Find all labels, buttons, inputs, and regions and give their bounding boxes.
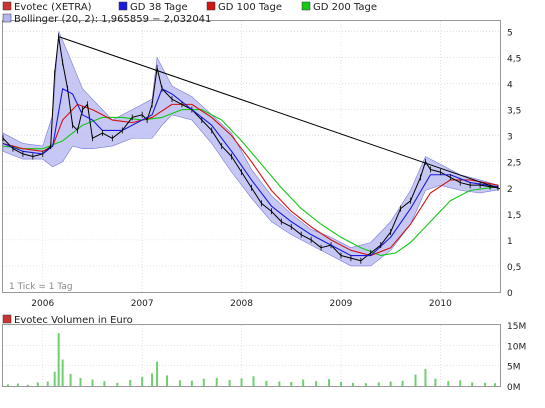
price-plot-frame [2, 20, 501, 293]
legend-label-bollinger: Bollinger (20, 2): 1,965859 − 2,032041 [14, 14, 211, 25]
volume-bar [240, 378, 243, 386]
gd100-series-line [2, 103, 499, 257]
tick-note: 1 Tick = 1 Tag [9, 282, 73, 292]
volume-bar [377, 382, 380, 386]
volume-bar [116, 382, 119, 386]
price-y-tick-label: 5 [507, 28, 513, 38]
volume-bar [156, 361, 159, 386]
volume-bar [252, 376, 255, 386]
volume-bar [414, 374, 417, 386]
price-y-tick-label: 1,5 [507, 211, 521, 221]
volume-bar [141, 377, 144, 386]
price-y-tick-label: 2 [507, 185, 513, 195]
volume-bar [61, 359, 64, 386]
volume-bar [228, 379, 231, 386]
legend-label-gd38: GD 38 Tage [130, 2, 188, 13]
volume-bar [389, 381, 392, 386]
volume-bar [494, 383, 497, 386]
legend-swatch-gd100 [206, 1, 216, 11]
volume-bars-layer [6, 333, 497, 386]
volume-bar [401, 380, 404, 386]
volume-bar [103, 381, 106, 386]
price-y-tick-label: 4,5 [507, 54, 521, 64]
series-layer [2, 33, 501, 264]
volume-bar [265, 380, 268, 386]
volume-bar [471, 382, 474, 386]
legend-label-gd100: GD 100 Tage [218, 2, 282, 13]
legend-swatch-bollinger [2, 13, 12, 23]
volume-bar [484, 382, 487, 386]
price-y-tick-label: 1 [507, 237, 513, 247]
legend: Evotec (XETRA) GD 38 Tage GD 100 Tage GD… [2, 1, 377, 25]
volume-bar [447, 381, 450, 386]
volume-bar [328, 379, 331, 386]
price-y-tick-label: 3,5 [507, 107, 521, 117]
x-tick-label: 2010 [429, 299, 452, 309]
volume-bar [339, 381, 342, 386]
volume-bar [69, 373, 72, 386]
volume-y-tick-label: 10M [507, 342, 526, 352]
legend-swatch-price [2, 1, 12, 11]
volume-bar [290, 381, 293, 386]
legend-swatch-gd200 [301, 1, 311, 11]
volume-bar [315, 381, 318, 386]
x-tick-label: 2007 [131, 299, 154, 309]
price-y-tick-label: 0,5 [507, 263, 521, 273]
price-y-tick-label: 2,5 [507, 159, 521, 169]
price-y-tick-label: 4 [507, 81, 513, 91]
x-tick-label: 2009 [330, 299, 353, 309]
volume-bar [26, 384, 29, 386]
volume-bar [459, 380, 462, 386]
volume-bar [46, 381, 49, 386]
volume-bar [364, 383, 367, 386]
axis-labels-layer: 0 0,5 1 1,5 2 2,5 3 3,5 4 4,5 5 2006 2007 2008 2009 201… [31, 28, 526, 393]
volume-bar [202, 378, 205, 386]
legend-swatch-gd38 [118, 1, 128, 11]
price-y-tick-label: 3 [507, 133, 513, 143]
volume-bar [434, 378, 437, 386]
price-y-tick-label: 0 [507, 289, 513, 299]
volume-bar [79, 377, 82, 386]
volume-y-tick-label: 5M [507, 363, 521, 373]
x-tick-label: 2008 [230, 299, 253, 309]
volume-bar [190, 380, 193, 386]
volume-title: Evotec Volumen in Euro [14, 315, 133, 326]
trendline [58, 36, 501, 190]
volume-plot-frame [2, 324, 501, 387]
volume-bar [36, 382, 39, 386]
x-tick-label: 2006 [31, 299, 54, 309]
volume-bar [6, 384, 9, 386]
volume-bar [91, 379, 94, 386]
volume-bar [278, 381, 281, 386]
volume-bar [166, 375, 169, 386]
volume-bar [57, 333, 60, 386]
volume-y-tick-label: 0M [507, 383, 521, 393]
volume-bar [151, 373, 154, 386]
volume-y-tick-label: 15M [507, 322, 526, 332]
volume-legend-swatch [2, 314, 12, 324]
gd200-series-line [2, 109, 499, 257]
volume-bar [424, 368, 427, 386]
volume-bar [16, 383, 19, 386]
volume-bar [215, 377, 218, 386]
volume-bar [129, 379, 132, 386]
volume-bar [302, 379, 305, 386]
legend-label-gd200: GD 200 Tage [313, 2, 377, 13]
volume-bar [178, 380, 181, 386]
volume-bar [351, 382, 354, 386]
volume-bar [53, 371, 56, 386]
legend-label-price: Evotec (XETRA) [14, 2, 92, 13]
